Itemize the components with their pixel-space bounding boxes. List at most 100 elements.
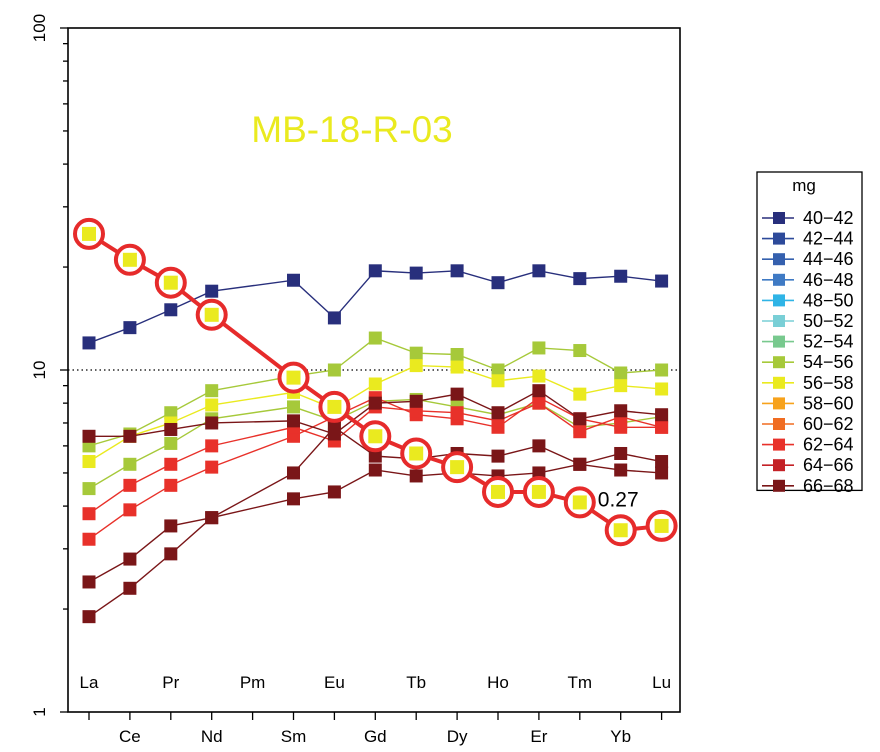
series-point <box>82 610 96 624</box>
legend-swatch <box>773 253 785 266</box>
legend-entry: 56−58 <box>803 373 854 393</box>
series-point <box>82 455 96 469</box>
series-point <box>205 439 219 453</box>
x-tick-label-inside: Lu <box>652 673 671 692</box>
series-point <box>123 457 137 471</box>
x-tick-label-below: Ce <box>119 727 141 746</box>
series-point <box>287 466 300 480</box>
series-point <box>614 420 628 434</box>
series-point <box>164 422 178 436</box>
highlight-point <box>654 518 669 533</box>
x-tick-label-below: Yb <box>610 727 631 746</box>
series-point <box>409 469 423 483</box>
x-tick-label-below: Gd <box>364 727 387 746</box>
x-tick-label-inside: Tb <box>406 673 426 692</box>
series-point <box>573 412 587 426</box>
legend-entry: 62−64 <box>803 435 854 455</box>
legend-box <box>756 171 863 492</box>
highlight-point <box>409 446 424 461</box>
series-point <box>368 396 382 410</box>
series-point <box>287 492 300 506</box>
legend-swatch <box>773 397 785 410</box>
highlight-point <box>491 484 505 499</box>
series-line <box>88 270 662 344</box>
series-line <box>88 364 662 463</box>
legend-swatch <box>773 294 785 307</box>
x-tick-label-inside: Ho <box>487 673 509 692</box>
series-point <box>368 264 382 278</box>
x-tick-label-inside: Pm <box>240 673 266 692</box>
series-point <box>164 303 178 317</box>
series-line <box>88 398 662 490</box>
series-point <box>532 466 546 480</box>
series-point <box>655 466 669 480</box>
x-tick-label-inside: Eu <box>324 673 345 692</box>
legend-entry: 66−68 <box>803 476 854 496</box>
legend-swatch <box>773 459 785 472</box>
series-point <box>123 581 137 595</box>
series-point <box>655 363 669 377</box>
series-point <box>164 436 178 450</box>
legend-swatch <box>773 335 785 348</box>
highlight-point <box>450 460 465 475</box>
series-point <box>287 273 300 287</box>
series-line <box>88 402 662 515</box>
legend-title: mg <box>792 176 816 195</box>
series-point <box>82 429 96 443</box>
series-point <box>450 360 464 374</box>
series-point <box>123 503 137 517</box>
highlight-point <box>531 484 546 499</box>
series-point <box>409 394 423 408</box>
series-line <box>88 337 662 447</box>
series-point <box>164 519 178 533</box>
legend-entry: 40−42 <box>803 208 854 228</box>
legend-swatch <box>773 479 785 492</box>
legend-entry: 46−48 <box>803 270 854 290</box>
series-point <box>327 363 341 377</box>
series-point <box>655 274 669 288</box>
series-point <box>573 272 587 286</box>
series-point <box>614 446 628 460</box>
legend-swatch <box>773 356 785 369</box>
series-line <box>88 426 662 583</box>
series-point <box>409 359 423 373</box>
series-point <box>123 478 137 492</box>
series-point <box>123 321 137 335</box>
y-tick-label: 10 <box>30 361 49 380</box>
series-point <box>614 463 628 477</box>
y-tick-label: 100 <box>30 14 49 42</box>
series-point <box>82 532 96 546</box>
series-point <box>491 406 505 420</box>
legend-swatch <box>773 232 785 245</box>
series-line <box>88 463 662 618</box>
legend-entry: 42−44 <box>803 229 854 249</box>
legend-swatch <box>773 418 785 430</box>
series-point <box>327 420 341 434</box>
series-point <box>614 269 628 283</box>
x-tick-label-below: Sm <box>281 727 307 746</box>
legend-entry: 48−50 <box>803 290 854 310</box>
series-point <box>409 266 423 280</box>
series-point <box>450 347 464 361</box>
series-point <box>368 331 382 345</box>
series-point <box>368 463 382 477</box>
series-point <box>327 485 341 499</box>
series-point <box>491 449 505 463</box>
legend-entry: 54−56 <box>803 352 854 372</box>
series-point <box>164 457 178 471</box>
series-point <box>532 341 546 355</box>
legend-entry: 52−54 <box>803 332 854 352</box>
highlight-point <box>572 495 587 510</box>
series-point <box>164 478 178 492</box>
series-point <box>164 547 178 561</box>
series-point <box>82 482 96 496</box>
x-tick-label-below: Nd <box>201 727 223 746</box>
series-point <box>573 425 587 439</box>
highlight-point <box>122 252 137 267</box>
series-point <box>491 374 505 388</box>
legend-entry: 64−66 <box>803 455 854 475</box>
series-point <box>614 366 628 380</box>
highlight-point <box>286 370 301 385</box>
series-point <box>532 264 546 278</box>
